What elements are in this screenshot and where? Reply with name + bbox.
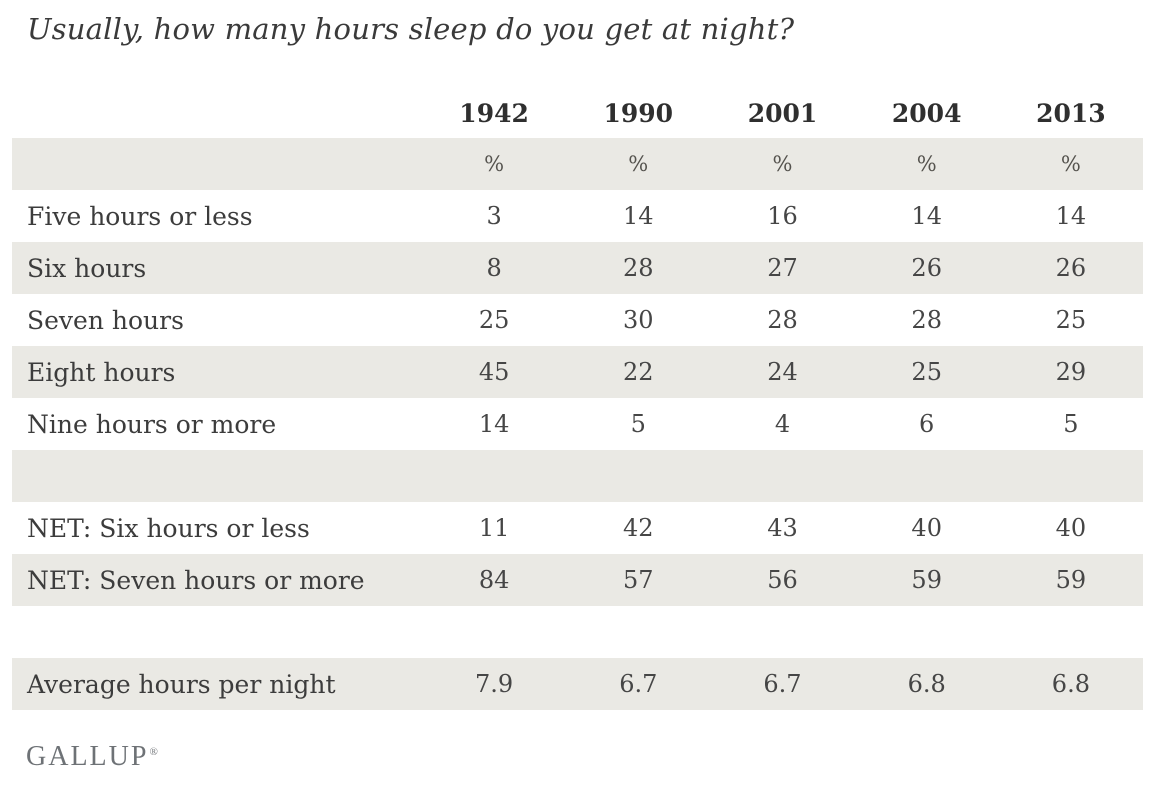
row-label: Six hours (27, 253, 147, 283)
gallup-logo-text: GALLUP (26, 741, 149, 772)
cell-value: 11 (478, 514, 510, 542)
cell-value: 40 (911, 514, 942, 542)
cell-value: 25 (478, 306, 510, 334)
unit-cell: % (772, 152, 793, 176)
cell-value: 26 (1055, 254, 1087, 282)
sleep-hours-table: 1942 1990 2001 2004 2013 % % % % % Five … (12, 88, 1143, 710)
row-label: Average hours per night (27, 669, 336, 699)
table-row: NET: Six hours or less 11 42 43 40 40 (12, 502, 1143, 554)
cell-value: 8 (486, 254, 502, 282)
table-unit-row: % % % % % (12, 138, 1143, 190)
table-row (12, 450, 1143, 502)
table-row: Nine hours or more 14 5 4 6 5 (12, 398, 1143, 450)
page-title: Usually, how many hours sleep do you get… (27, 12, 795, 46)
cell-value: 16 (767, 202, 798, 230)
registered-mark-icon: ® (149, 745, 158, 758)
cell-value: 26 (911, 254, 942, 282)
cell-value: 57 (623, 566, 654, 594)
cell-value: 3 (486, 202, 502, 230)
table-body: Five hours or less 3 14 16 14 14 Six hou… (12, 190, 1143, 710)
cell-value: 22 (623, 358, 654, 386)
cell-value: 28 (911, 306, 942, 334)
column-header-1942: 1942 (459, 98, 529, 128)
row-label: Eight hours (27, 357, 176, 387)
cell-value: 7.9 (475, 670, 514, 698)
table-row: Seven hours 25 30 28 28 25 (12, 294, 1143, 346)
cell-value: 6 (919, 410, 935, 438)
cell-value: 6.8 (907, 670, 946, 698)
row-label: Nine hours or more (27, 409, 277, 439)
gallup-logo: GALLUP® (26, 741, 158, 773)
cell-value: 28 (767, 306, 798, 334)
cell-value: 30 (623, 306, 654, 334)
cell-value: 6.7 (619, 670, 658, 698)
cell-value: 25 (911, 358, 942, 386)
cell-value: 28 (623, 254, 654, 282)
table-row: Six hours 8 28 27 26 26 (12, 242, 1143, 294)
unit-cell: % (628, 152, 649, 176)
cell-value: 29 (1055, 358, 1087, 386)
cell-value: 14 (911, 202, 942, 230)
cell-value: 40 (1055, 514, 1087, 542)
cell-value: 14 (1055, 202, 1087, 230)
table-header-row: 1942 1990 2001 2004 2013 (12, 88, 1143, 138)
cell-value: 24 (767, 358, 798, 386)
cell-value: 5 (1063, 410, 1079, 438)
cell-value: 6.7 (763, 670, 802, 698)
column-header-1990: 1990 (603, 98, 674, 128)
cell-value: 27 (767, 254, 798, 282)
cell-value: 43 (767, 514, 798, 542)
unit-cell: % (484, 152, 505, 176)
table-row (12, 606, 1143, 658)
table-row: NET: Seven hours or more 84 57 56 59 59 (12, 554, 1143, 606)
row-label: Five hours or less (27, 201, 253, 231)
row-label: Seven hours (27, 305, 184, 335)
cell-value: 14 (623, 202, 654, 230)
cell-value: 45 (478, 358, 510, 386)
row-label: NET: Six hours or less (27, 513, 310, 543)
table-row: Five hours or less 3 14 16 14 14 (12, 190, 1143, 242)
column-header-2001: 2001 (747, 98, 818, 128)
unit-cell: % (916, 152, 937, 176)
column-header-2013: 2013 (1036, 98, 1106, 128)
cell-value: 14 (478, 410, 510, 438)
cell-value: 59 (1055, 566, 1087, 594)
cell-value: 4 (774, 410, 791, 438)
cell-value: 25 (1055, 306, 1087, 334)
cell-value: 56 (767, 566, 798, 594)
cell-value: 84 (478, 566, 510, 594)
cell-value: 42 (623, 514, 654, 542)
unit-cell: % (1060, 152, 1081, 176)
cell-value: 5 (630, 410, 646, 438)
table-row: Average hours per night 7.9 6.7 6.7 6.8 … (12, 658, 1143, 710)
cell-value: 59 (911, 566, 942, 594)
cell-value: 6.8 (1051, 670, 1090, 698)
row-label: NET: Seven hours or more (27, 565, 365, 595)
table-row: Eight hours 45 22 24 25 29 (12, 346, 1143, 398)
column-header-2004: 2004 (891, 98, 962, 128)
